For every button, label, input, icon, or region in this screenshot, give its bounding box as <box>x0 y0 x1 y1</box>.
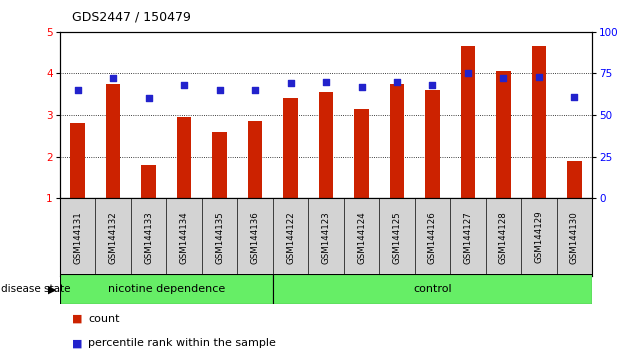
Text: GDS2447 / 150479: GDS2447 / 150479 <box>72 11 192 24</box>
Text: control: control <box>413 284 452 295</box>
Point <box>214 87 224 93</box>
Text: GSM144135: GSM144135 <box>215 211 224 264</box>
Point <box>427 82 437 88</box>
Bar <box>60 274 273 304</box>
Text: GSM144126: GSM144126 <box>428 211 437 264</box>
Bar <box>532 46 546 198</box>
Text: GSM144132: GSM144132 <box>108 211 118 264</box>
Text: GSM144134: GSM144134 <box>180 211 188 264</box>
Bar <box>71 124 84 198</box>
Bar <box>106 84 120 198</box>
Point <box>321 79 331 85</box>
Text: nicotine dependence: nicotine dependence <box>108 284 225 295</box>
Point <box>72 87 83 93</box>
Text: GSM144127: GSM144127 <box>464 211 472 264</box>
Bar <box>273 274 592 304</box>
Point <box>570 94 580 99</box>
Text: GSM144124: GSM144124 <box>357 211 366 264</box>
Bar <box>177 117 191 198</box>
Text: GSM144129: GSM144129 <box>534 211 544 263</box>
Bar <box>319 92 333 198</box>
Point <box>534 74 544 80</box>
Bar <box>248 121 262 198</box>
Bar <box>425 90 440 198</box>
Bar <box>390 84 404 198</box>
Text: count: count <box>88 314 120 324</box>
Point <box>144 96 154 101</box>
Point <box>392 79 402 85</box>
Point <box>179 82 189 88</box>
Text: GSM144131: GSM144131 <box>73 211 82 264</box>
Point <box>498 76 508 81</box>
Text: GSM144122: GSM144122 <box>286 211 295 264</box>
Text: GSM144136: GSM144136 <box>251 211 260 264</box>
Text: GSM144133: GSM144133 <box>144 211 153 264</box>
Text: disease state: disease state <box>1 284 70 295</box>
Bar <box>142 165 156 198</box>
Bar <box>212 132 227 198</box>
Point <box>357 84 367 90</box>
Text: GSM144123: GSM144123 <box>321 211 331 264</box>
Text: GSM144125: GSM144125 <box>392 211 401 264</box>
Bar <box>355 109 369 198</box>
Point <box>250 87 260 93</box>
Bar <box>496 72 510 198</box>
Text: ■: ■ <box>72 338 83 348</box>
Text: GSM144128: GSM144128 <box>499 211 508 264</box>
Point <box>285 81 295 86</box>
Text: percentile rank within the sample: percentile rank within the sample <box>88 338 276 348</box>
Point <box>108 76 118 81</box>
Text: GSM144130: GSM144130 <box>570 211 579 264</box>
Bar <box>284 98 297 198</box>
Text: ■: ■ <box>72 314 83 324</box>
Bar <box>461 46 475 198</box>
Bar <box>568 161 581 198</box>
Text: ▶: ▶ <box>49 284 57 295</box>
Point <box>463 71 473 76</box>
